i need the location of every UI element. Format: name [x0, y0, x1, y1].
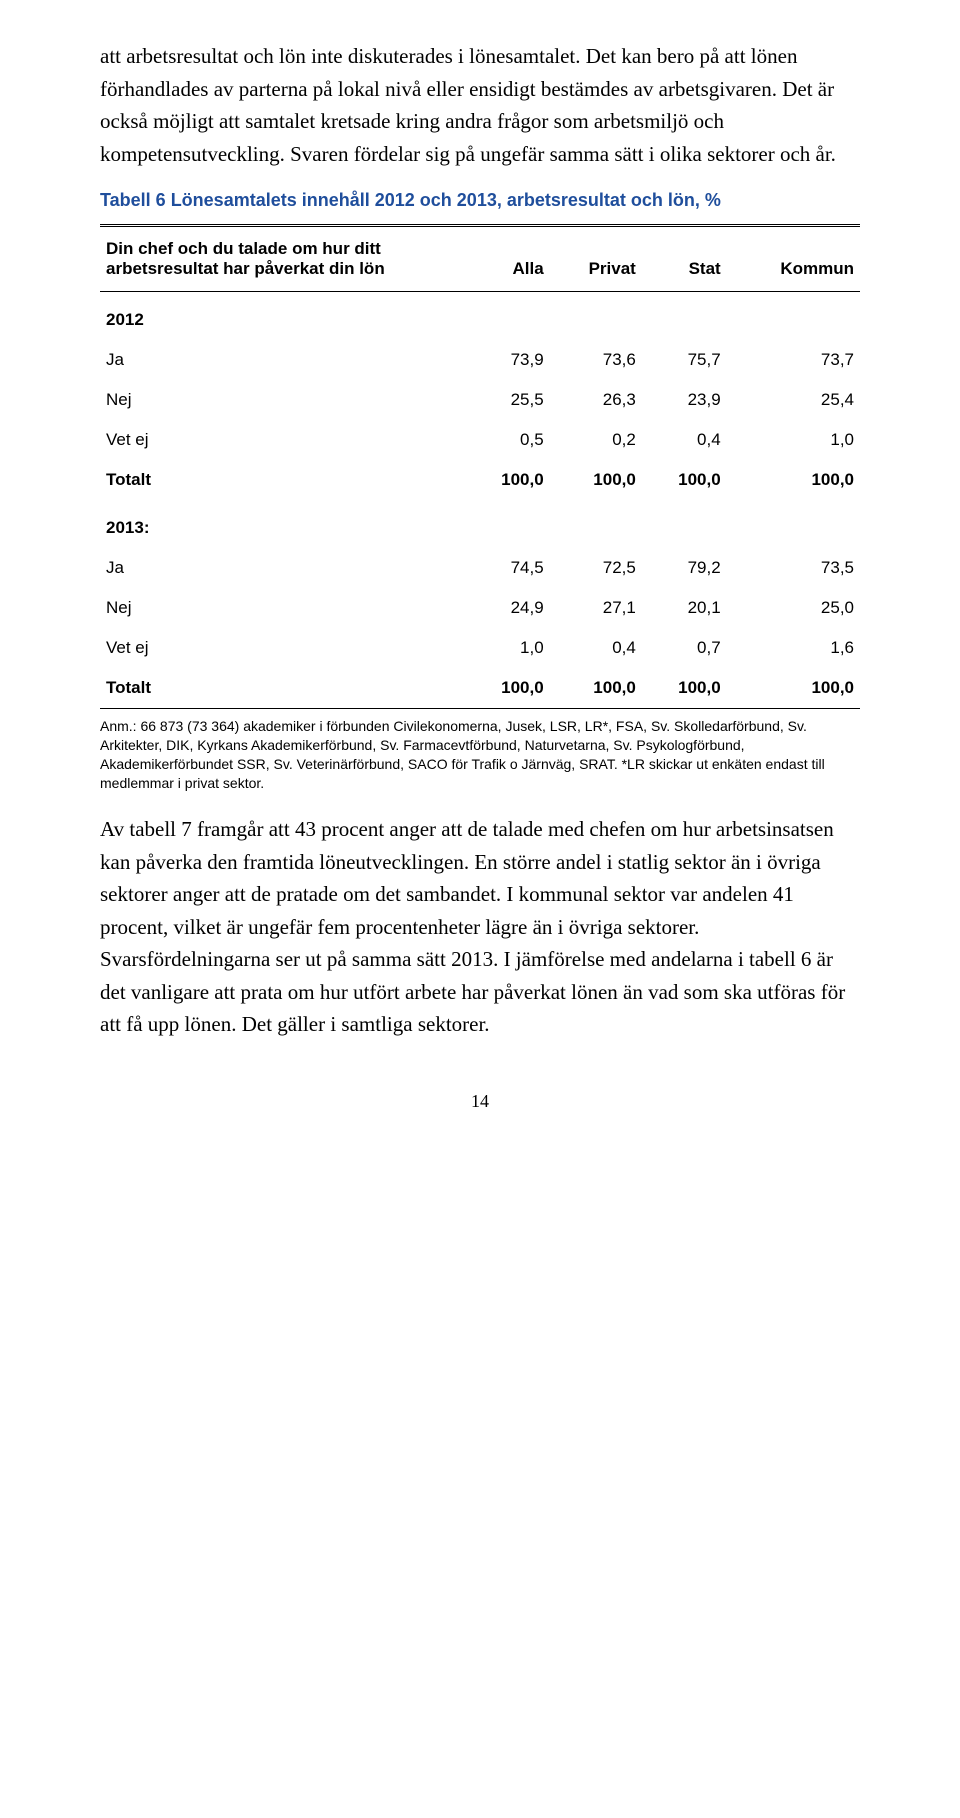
table-body: 2012Ja73,973,675,773,7Nej25,526,323,925,… [100, 292, 860, 709]
table-row: Vet ej1,00,40,71,6 [100, 628, 860, 668]
col-kommun: Kommun [727, 226, 860, 292]
paragraph-1: att arbetsresultat och lön inte diskuter… [100, 40, 860, 170]
table-row: Vet ej0,50,20,41,0 [100, 420, 860, 460]
cell-value: 20,1 [642, 588, 727, 628]
cell-value: 1,6 [727, 628, 860, 668]
table-title: Tabell 6 Lönesamtalets innehåll 2012 och… [100, 188, 860, 212]
col-alla: Alla [465, 226, 550, 292]
table-row: Ja74,572,579,273,5 [100, 548, 860, 588]
table-row: Ja73,973,675,773,7 [100, 340, 860, 380]
cell-value: 0,5 [465, 420, 550, 460]
document-page: att arbetsresultat och lön inte diskuter… [0, 0, 960, 1172]
cell-value: 0,4 [642, 420, 727, 460]
total-value: 100,0 [727, 668, 860, 709]
cell-value: 73,6 [550, 340, 642, 380]
table-row-header: Din chef och du talade om hur ditt arbet… [100, 226, 465, 292]
cell-value: 73,7 [727, 340, 860, 380]
total-value: 100,0 [465, 460, 550, 500]
total-label: Totalt [100, 460, 465, 500]
table-6: Din chef och du talade om hur ditt arbet… [100, 224, 860, 709]
total-value: 100,0 [642, 460, 727, 500]
page-number: 14 [100, 1091, 860, 1112]
cell-value: 73,9 [465, 340, 550, 380]
row-label: Ja [100, 548, 465, 588]
table-total-row: Totalt100,0100,0100,0100,0 [100, 460, 860, 500]
cell-value: 27,1 [550, 588, 642, 628]
row-label: Ja [100, 340, 465, 380]
cell-value: 25,0 [727, 588, 860, 628]
table-total-row: Totalt100,0100,0100,0100,0 [100, 668, 860, 709]
paragraph-2: Av tabell 7 framgår att 43 procent anger… [100, 813, 860, 1041]
total-label: Totalt [100, 668, 465, 709]
row-label: Vet ej [100, 628, 465, 668]
cell-value: 74,5 [465, 548, 550, 588]
cell-value: 25,4 [727, 380, 860, 420]
cell-value: 1,0 [727, 420, 860, 460]
cell-value: 79,2 [642, 548, 727, 588]
table-row: Nej25,526,323,925,4 [100, 380, 860, 420]
cell-value: 0,4 [550, 628, 642, 668]
cell-value: 26,3 [550, 380, 642, 420]
cell-value: 72,5 [550, 548, 642, 588]
col-privat: Privat [550, 226, 642, 292]
cell-value: 0,2 [550, 420, 642, 460]
total-value: 100,0 [550, 668, 642, 709]
cell-value: 1,0 [465, 628, 550, 668]
section-label: 2012 [100, 292, 860, 341]
total-value: 100,0 [465, 668, 550, 709]
table-section-1: 2013: [100, 500, 860, 548]
table-footnote: Anm.: 66 873 (73 364) akademiker i förbu… [100, 717, 860, 793]
cell-value: 25,5 [465, 380, 550, 420]
total-value: 100,0 [550, 460, 642, 500]
row-label: Nej [100, 380, 465, 420]
total-value: 100,0 [642, 668, 727, 709]
section-label: 2013: [100, 500, 860, 548]
row-label: Vet ej [100, 420, 465, 460]
total-value: 100,0 [727, 460, 860, 500]
table-row: Nej24,927,120,125,0 [100, 588, 860, 628]
row-label: Nej [100, 588, 465, 628]
table-section-0: 2012 [100, 292, 860, 341]
cell-value: 0,7 [642, 628, 727, 668]
cell-value: 23,9 [642, 380, 727, 420]
cell-value: 73,5 [727, 548, 860, 588]
cell-value: 75,7 [642, 340, 727, 380]
col-stat: Stat [642, 226, 727, 292]
cell-value: 24,9 [465, 588, 550, 628]
